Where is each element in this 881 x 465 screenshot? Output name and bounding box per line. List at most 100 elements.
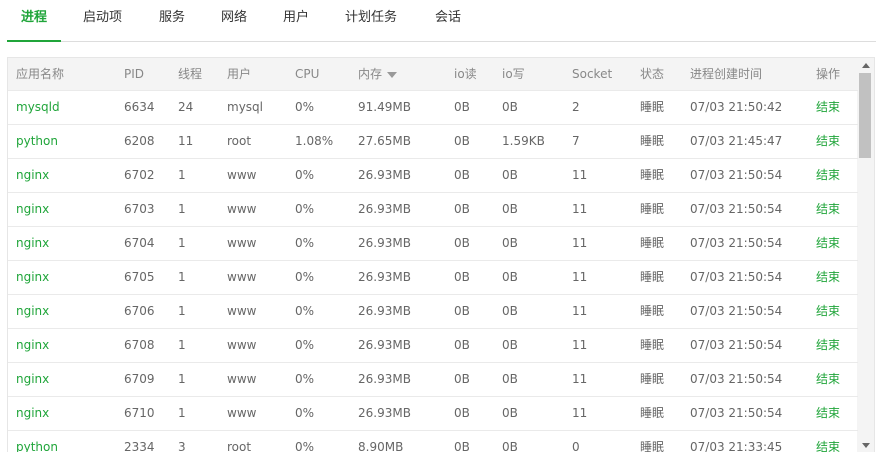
cell: 1.59KB — [502, 134, 545, 148]
cell: 1 — [178, 406, 186, 420]
table-row: nginx 6702 1 www 0% 26.93MB 0B 0B 11 睡眠 07/03 21:5… — [8, 159, 858, 193]
scroll-thumb[interactable] — [859, 73, 871, 158]
cell[interactable]: python — [16, 440, 58, 452]
cell: 睡眠 — [640, 304, 665, 318]
cell: 0% — [295, 406, 315, 420]
table-row: nginx 6705 1 www 0% 26.93MB 0B 0B 11 睡眠 07/03 21:5… — [8, 261, 858, 295]
cell: 睡眠 — [640, 372, 665, 386]
cell: 0% — [295, 100, 315, 114]
cell: 0B — [502, 338, 518, 352]
end-button[interactable]: 结束 — [816, 440, 841, 452]
scroll-down[interactable] — [862, 443, 870, 448]
cell: 0B — [502, 236, 518, 250]
tab[interactable]: 服务 — [159, 10, 186, 25]
cell[interactable]: nginx — [16, 406, 50, 420]
cell: 1.08% — [295, 134, 334, 148]
cell: 6208 — [124, 134, 155, 148]
cell: 1 — [178, 338, 186, 352]
cell: 07/03 21:50:54 — [690, 338, 783, 352]
cell: 2334 — [124, 440, 155, 452]
cell: 睡眠 — [640, 236, 665, 250]
column-header: Socket — [572, 67, 613, 81]
cell: 07/03 21:50:54 — [690, 202, 783, 216]
cell[interactable]: nginx — [16, 202, 50, 216]
tab[interactable]: 会话 — [435, 10, 462, 25]
cell: 0B — [454, 236, 470, 250]
cell: 睡眠 — [640, 134, 665, 148]
table-row: python 2334 3 root 0% 8.90MB 0B 0B 0 睡眠 07/03 21:3… — [8, 431, 858, 452]
cell: 91.49MB — [358, 100, 411, 114]
column-header: 应用名称 — [16, 67, 65, 81]
end-button[interactable]: 结束 — [816, 338, 841, 352]
cell: 26.93MB — [358, 304, 411, 318]
cell: www — [227, 304, 257, 318]
end-button[interactable]: 结束 — [816, 202, 841, 216]
cell: 11 — [572, 270, 588, 284]
cell: www — [227, 406, 257, 420]
tab[interactable]: 网络 — [221, 10, 248, 25]
cell: 07/03 21:50:54 — [690, 372, 783, 386]
cell: 0B — [454, 134, 470, 148]
cell: 6710 — [124, 406, 155, 420]
cell: 睡眠 — [640, 338, 665, 352]
tab[interactable]: 进程 — [7, 0, 62, 42]
end-button[interactable]: 结束 — [816, 236, 841, 250]
column-header: 线程 — [178, 67, 203, 81]
cell[interactable]: nginx — [16, 338, 50, 352]
end-button[interactable]: 结束 — [816, 100, 841, 114]
cell: 6703 — [124, 202, 155, 216]
cell: 07/03 21:50:54 — [690, 168, 783, 182]
end-button[interactable]: 结束 — [816, 134, 841, 148]
end-button[interactable]: 结束 — [816, 168, 841, 182]
cell: 07/03 21:50:42 — [690, 100, 783, 114]
cell: 11 — [572, 202, 588, 216]
column-header[interactable]: 内存 — [358, 58, 398, 91]
end-button[interactable]: 结束 — [816, 270, 841, 284]
tab[interactable]: 计划任务 — [345, 10, 398, 25]
table-row: mysqld 6634 24 mysql 0% 91.49MB 0B 0B 2 睡眠 07/03 2… — [8, 91, 858, 125]
cell[interactable]: nginx — [16, 304, 50, 318]
end-button[interactable]: 结束 — [816, 406, 841, 420]
column-header: CPU — [295, 67, 320, 81]
cell: 0% — [295, 338, 315, 352]
cell: 0% — [295, 440, 315, 452]
cell: 0B — [454, 338, 470, 352]
sort-arrow[interactable] — [387, 71, 398, 78]
cell: 26.93MB — [358, 168, 411, 182]
cell: 1 — [178, 202, 186, 216]
scroll-up[interactable] — [862, 63, 870, 68]
cell[interactable]: nginx — [16, 168, 50, 182]
cell: 0B — [454, 372, 470, 386]
cell[interactable]: mysqld — [16, 100, 60, 114]
cell: 0B — [454, 270, 470, 284]
cell: 27.65MB — [358, 134, 411, 148]
cell: root — [227, 440, 252, 452]
end-button[interactable]: 结束 — [816, 304, 841, 318]
cell: 11 — [572, 372, 588, 386]
cell: 睡眠 — [640, 100, 665, 114]
cell[interactable]: python — [16, 134, 58, 148]
cell: 2 — [572, 100, 580, 114]
cell: 1 — [178, 304, 186, 318]
header-row: 应用名称 PID 线程 用户 CPU 内存 io读 io写 Socket 状态 进程创建时间 操作 — [8, 58, 858, 91]
cell: www — [227, 338, 257, 352]
cell: 26.93MB — [358, 202, 411, 216]
cell: 11 — [572, 236, 588, 250]
cell: 0B — [454, 304, 470, 318]
tab[interactable]: 用户 — [283, 10, 310, 25]
cell[interactable]: nginx — [16, 270, 50, 284]
cell: 6702 — [124, 168, 155, 182]
table-row: nginx 6708 1 www 0% 26.93MB 0B 0B 11 睡眠 07/03 21:5… — [8, 329, 858, 363]
cell: 0B — [502, 270, 518, 284]
cell[interactable]: nginx — [16, 372, 50, 386]
tab[interactable]: 启动项 — [83, 10, 123, 25]
scrollbar[interactable] — [857, 58, 874, 452]
cell[interactable]: nginx — [16, 236, 50, 250]
cell: 24 — [178, 100, 194, 114]
cell: 0B — [502, 100, 518, 114]
end-button[interactable]: 结束 — [816, 372, 841, 386]
cell: 1 — [178, 236, 186, 250]
cell: 0B — [502, 440, 518, 452]
table-row: nginx 6703 1 www 0% 26.93MB 0B 0B 11 睡眠 07/03 21:5… — [8, 193, 858, 227]
cell: 8.90MB — [358, 440, 404, 452]
